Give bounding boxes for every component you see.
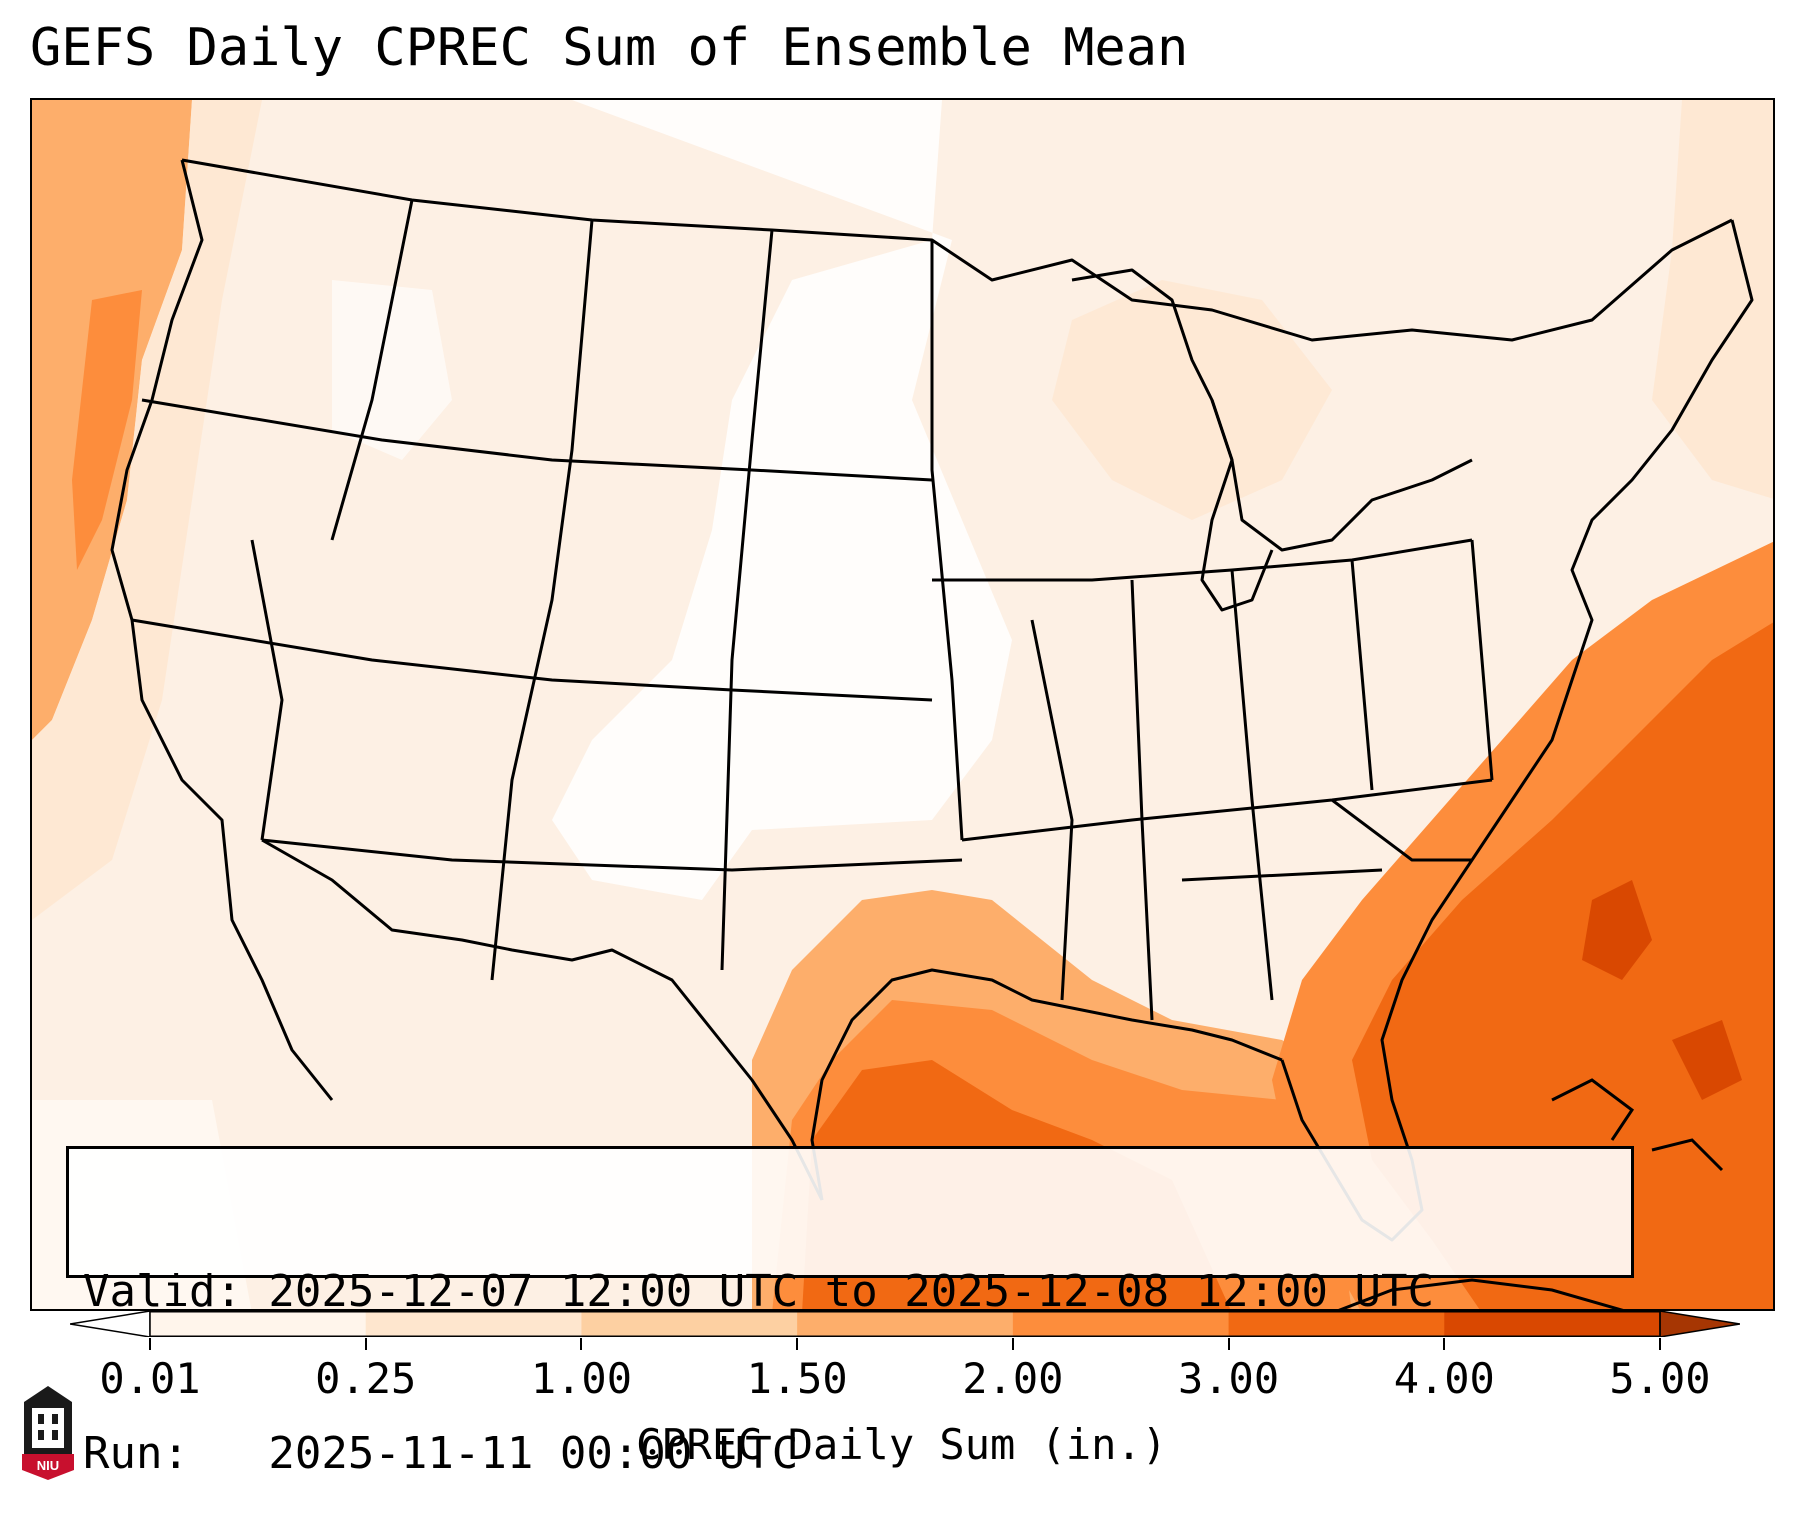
- valid-time-text: Valid: 2025-12-07 12:00 UTC to 2025-12-0…: [83, 1266, 1435, 1317]
- state-line: [1350, 559, 1374, 791]
- state-line: [1181, 868, 1383, 882]
- run-time-text: Run: 2025-11-11 00:00 UTC: [83, 1428, 799, 1479]
- precipitation-map: [30, 98, 1775, 1311]
- colorbar-tick-label: 2.00: [962, 1354, 1064, 1403]
- colorbar-tick-label: 0.25: [315, 1354, 417, 1403]
- state-line: [1030, 619, 1074, 1001]
- colorbar-tick: [796, 1338, 799, 1350]
- state-line: [1470, 539, 1494, 781]
- colorbar-segment: [1444, 1311, 1661, 1337]
- lake-michigan: [1200, 399, 1274, 612]
- colorbar-segment: [365, 1311, 582, 1337]
- colorbar-tick: [364, 1338, 367, 1350]
- state-line: [250, 539, 284, 841]
- pacific-precip-core: [72, 290, 142, 570]
- state-line: [490, 219, 594, 981]
- dry-central-region: [552, 100, 1012, 900]
- atlantic-precip-mid: [1352, 622, 1773, 1309]
- state-line: [930, 240, 964, 841]
- atlantic-precip-peak: [1582, 880, 1652, 980]
- state-line: [1230, 569, 1274, 1001]
- colorbar-tick: [1227, 1338, 1230, 1350]
- svg-text:NIU: NIU: [37, 1458, 59, 1473]
- gulf-coastline: [810, 968, 1283, 1201]
- colorbar-tick: [149, 1338, 151, 1350]
- west-coast-light-band: [32, 100, 262, 920]
- colorbar-tick: [1011, 1338, 1014, 1350]
- niu-logo-icon: NIU: [22, 1386, 74, 1480]
- colorbar-label: CPREC Daily Sum (in.): [635, 1420, 1167, 1469]
- great-lakes-patch: [1052, 280, 1332, 520]
- great-lakes-shore: [1071, 268, 1473, 552]
- state-line: [330, 199, 414, 541]
- colorbar-tick-label: 0.01: [99, 1354, 201, 1403]
- pacific-coastline: [110, 159, 334, 1101]
- colorbar-tick: [1659, 1338, 1661, 1350]
- northeast-patch: [1652, 100, 1773, 499]
- valid-run-info-box: Valid: 2025-12-07 12:00 UTC to 2025-12-0…: [66, 1146, 1634, 1479]
- colorbar-extend-high: [1659, 1311, 1740, 1337]
- atlantic-precip-peak-2: [1672, 1020, 1742, 1100]
- state-line: [961, 778, 1493, 842]
- colorbar-tick-label: 3.00: [1177, 1354, 1280, 1403]
- colorbar-extend-low: [70, 1311, 151, 1337]
- colorbar-segment: [797, 1311, 1014, 1337]
- canada-border: [181, 158, 1733, 342]
- dry-northwest-patch: [332, 280, 452, 460]
- state-line: [720, 229, 774, 971]
- colorbar-tick: [1443, 1338, 1446, 1350]
- state-line: [261, 838, 963, 872]
- colorbar-segment: [150, 1311, 367, 1337]
- colorbar-tick-label: 5.00: [1609, 1354, 1711, 1403]
- colorbar-tick-label: 4.00: [1393, 1354, 1495, 1403]
- state-line: [141, 398, 933, 482]
- colorbar-tick-label: 1.50: [746, 1354, 848, 1403]
- colorbar: [70, 1311, 1740, 1337]
- state-line: [131, 618, 933, 702]
- colorbar-segment: [581, 1311, 798, 1337]
- mexico-border: [261, 838, 824, 1201]
- island-outline: [1651, 1138, 1724, 1172]
- colorbar-segment: [1228, 1311, 1445, 1337]
- colorbar-segment: [1012, 1311, 1230, 1337]
- state-line: [1130, 579, 1154, 1021]
- state-line: [1331, 798, 1472, 862]
- cuba-outline: [1338, 1278, 1624, 1309]
- map-canvas: [32, 100, 1773, 1309]
- colorbar-tick: [580, 1338, 583, 1350]
- island-outline: [1551, 1078, 1635, 1141]
- colorbar-outline: [149, 1311, 1661, 1337]
- map-title: GEFS Daily CPREC Sum of Ensemble Mean: [30, 18, 1189, 78]
- caribbean-islands: [1338, 1078, 1724, 1309]
- colorbar-tick-label: 1.00: [530, 1354, 632, 1403]
